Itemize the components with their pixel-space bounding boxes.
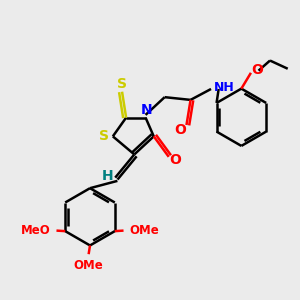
Text: NH: NH [214, 81, 235, 94]
Text: S: S [117, 77, 127, 91]
Text: N: N [141, 103, 153, 117]
Text: O: O [251, 62, 263, 76]
Text: OMe: OMe [129, 224, 159, 237]
Text: O: O [175, 123, 186, 137]
Text: H: H [102, 169, 113, 183]
Text: OMe: OMe [74, 259, 103, 272]
Text: MeO: MeO [21, 224, 51, 237]
Text: O: O [169, 153, 181, 167]
Text: S: S [99, 129, 109, 143]
